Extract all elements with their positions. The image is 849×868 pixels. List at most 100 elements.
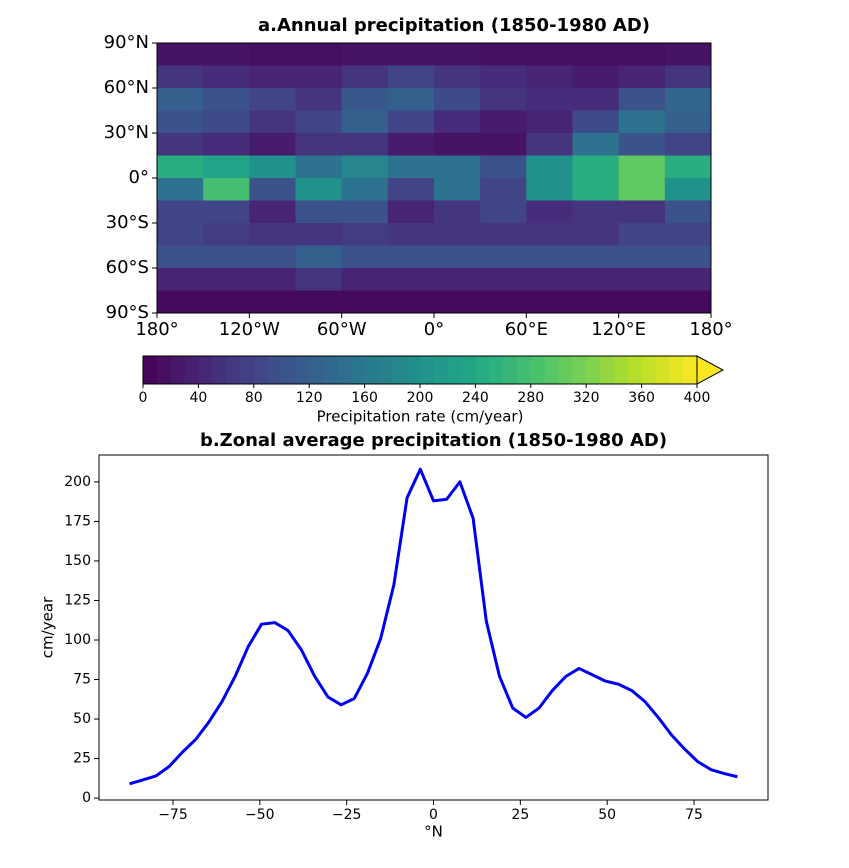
map-cell [157, 223, 204, 246]
map-cell [387, 88, 435, 111]
colorbar-segment [655, 356, 670, 384]
map-cell [203, 133, 250, 156]
map-cell [295, 65, 343, 89]
y-tick-label: 0 [82, 790, 91, 806]
x-tick-label: 75 [685, 807, 703, 823]
colorbar-tick-label: 200 [407, 390, 434, 406]
map-cell [480, 200, 527, 224]
map-cell [249, 65, 296, 89]
map-cell [249, 223, 296, 246]
colorbar-segment [239, 356, 255, 384]
colorbar-segment [364, 356, 379, 384]
map-cell [249, 245, 296, 269]
x-tick-label: −25 [332, 807, 362, 823]
map-cell [157, 290, 204, 314]
map-cell [664, 268, 712, 291]
x-tick-label: 180° [135, 319, 178, 340]
colorbar-segment [184, 356, 199, 384]
map-cell [664, 200, 712, 224]
x-tick-label: 25 [511, 807, 529, 823]
colorbar-segment [461, 356, 476, 384]
colorbar-segment [683, 356, 698, 384]
map-cell [157, 200, 204, 224]
map-cell [480, 88, 527, 111]
x-axis-label: °N [424, 823, 443, 841]
map-cell [387, 110, 435, 134]
colorbar-segment [323, 356, 338, 384]
map-cell [157, 65, 204, 89]
colorbar-segment [212, 356, 227, 384]
map-cell [434, 43, 481, 66]
y-tick-label: 30°S [106, 212, 149, 233]
map-cell [480, 133, 527, 156]
map-cell [203, 110, 250, 134]
colorbar-tick-label: 320 [573, 390, 600, 406]
map-cell [387, 290, 435, 314]
map-cell [157, 245, 204, 269]
map-cell [572, 290, 620, 314]
map-cell [249, 268, 296, 291]
map-cell [295, 110, 343, 134]
map-cell [341, 43, 389, 66]
map-cell [341, 290, 389, 314]
map-cell [341, 133, 389, 156]
colorbar-segment [170, 356, 186, 384]
map-cell [664, 178, 712, 201]
map-cell [434, 110, 481, 134]
map-cell [480, 43, 527, 66]
map-cell [249, 133, 296, 156]
map-cell [387, 43, 435, 66]
map-cell [664, 223, 712, 246]
map-cell [387, 268, 435, 291]
map-cell [526, 65, 573, 89]
map-cell [341, 88, 389, 111]
y-tick-label: 90°N [104, 32, 149, 53]
map-cell [434, 133, 481, 156]
colorbar-tick-label: 120 [296, 390, 323, 406]
map-cell [618, 268, 666, 291]
map-cell [249, 178, 296, 201]
map-cell [295, 88, 343, 111]
colorbar-tick-label: 0 [139, 390, 148, 406]
x-tick-label: −50 [245, 807, 275, 823]
map-cell [526, 223, 573, 246]
map-cell [387, 200, 435, 224]
colorbar-label: Precipitation rate (cm/year) [317, 408, 524, 426]
map-cell [341, 245, 389, 269]
colorbar-segment [378, 356, 393, 384]
map-cell [157, 133, 204, 156]
map-cell [572, 133, 620, 156]
y-tick-label: 90°S [106, 302, 149, 323]
colorbar-segment [600, 356, 615, 384]
map-cell [664, 245, 712, 269]
y-tick-label: 25 [73, 751, 91, 767]
map-cell [387, 245, 435, 269]
map-cell [434, 245, 481, 269]
map-cell [203, 200, 250, 224]
map-cell [203, 268, 250, 291]
y-tick-label: 30°N [104, 122, 149, 143]
map-cell [295, 268, 343, 291]
map-cell [434, 178, 481, 201]
map-cell [341, 155, 389, 179]
map-cell [341, 268, 389, 291]
map-cell [572, 43, 620, 66]
map-cell [526, 268, 573, 291]
colorbar-tick-label: 160 [351, 390, 378, 406]
map-cell [434, 290, 481, 314]
map-cell [664, 155, 712, 179]
map-cell [387, 223, 435, 246]
map-cell [249, 88, 296, 111]
map-cell [526, 110, 573, 134]
colorbar-segment [627, 356, 643, 384]
y-tick-label: 125 [64, 592, 91, 608]
colorbar-segment [613, 356, 629, 384]
map-title: a.Annual precipitation (1850-1980 AD) [258, 15, 650, 36]
map-cell [526, 178, 573, 201]
map-cell [572, 65, 620, 89]
x-tick-label: 60°E [505, 319, 548, 340]
map-cell [203, 178, 250, 201]
map-cell [572, 200, 620, 224]
map-cell [295, 200, 343, 224]
